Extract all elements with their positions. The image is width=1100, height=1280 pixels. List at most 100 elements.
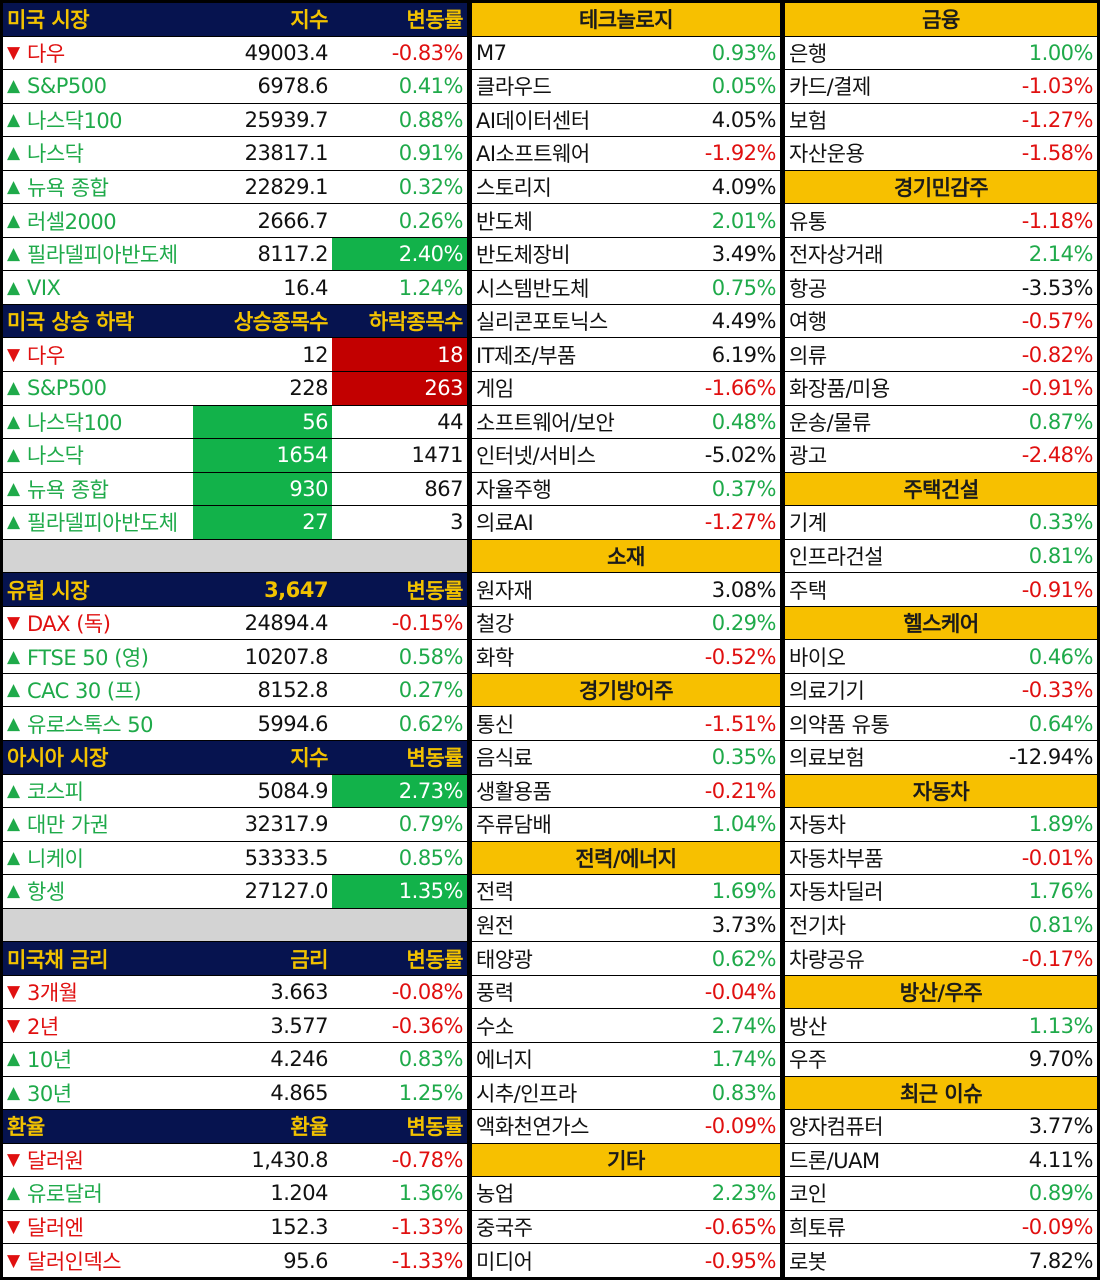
- sector-row[interactable]: 여행 -0.57%: [785, 304, 1097, 338]
- sector-row[interactable]: 화학 -0.52%: [472, 640, 780, 673]
- sector-change: 2.14%: [1028, 242, 1094, 267]
- sector-row[interactable]: 로봇 7.82%: [785, 1244, 1097, 1277]
- market-row[interactable]: ▼ 2년 3.577 -0.36%: [3, 1009, 467, 1042]
- sector-row[interactable]: 통신 -1.51%: [472, 707, 780, 741]
- market-row[interactable]: ▲ 유로달러 1.204 1.36%: [3, 1177, 467, 1210]
- sector-row[interactable]: 주택 -0.91%: [785, 573, 1097, 606]
- sector-row[interactable]: 광고 -2.48%: [785, 439, 1097, 472]
- sector-row[interactable]: 자산운용 -1.58%: [785, 137, 1097, 170]
- sector-row[interactable]: 자동차딜러 1.76%: [785, 875, 1097, 908]
- sector-row[interactable]: 액화천연가스 -0.09%: [472, 1110, 780, 1143]
- market-row[interactable]: ▲ 대만 가권 32317.9 0.79%: [3, 808, 467, 841]
- sector-row[interactable]: 의약품 유통 0.64%: [785, 707, 1097, 741]
- sector-row[interactable]: 카드/결제 -1.03%: [785, 70, 1097, 103]
- sector-row[interactable]: 전력 1.69%: [472, 875, 780, 908]
- market-row[interactable]: ▼ 3개월 3.663 -0.08%: [3, 975, 467, 1009]
- sector-row[interactable]: 의료기기 -0.33%: [785, 673, 1097, 707]
- sector-row[interactable]: 화장품/미용 -0.91%: [785, 372, 1097, 405]
- sector-row[interactable]: 농업 2.23%: [472, 1177, 780, 1210]
- sector-row[interactable]: 소프트웨어/보안 0.48%: [472, 405, 780, 439]
- sector-row[interactable]: 원전 3.73%: [472, 908, 780, 942]
- market-row[interactable]: ▲ 30년 4.865 1.25%: [3, 1076, 467, 1110]
- market-row[interactable]: ▲ FTSE 50 (영) 10207.8 0.58%: [3, 640, 467, 673]
- sector-row[interactable]: 항공 -3.53%: [785, 271, 1097, 304]
- sector-row[interactable]: 바이오 0.46%: [785, 640, 1097, 673]
- sector-row[interactable]: 전기차 0.81%: [785, 908, 1097, 942]
- sector-row[interactable]: 코인 0.89%: [785, 1177, 1097, 1210]
- market-row[interactable]: ▲ 러셀2000 2666.7 0.26%: [3, 204, 467, 237]
- sector-row[interactable]: 운송/물류 0.87%: [785, 405, 1097, 439]
- sector-row[interactable]: 드론/UAM 4.11%: [785, 1143, 1097, 1177]
- market-row[interactable]: ▲ 10년 4.246 0.83%: [3, 1042, 467, 1076]
- sector-row[interactable]: 에너지 1.74%: [472, 1042, 780, 1076]
- market-row[interactable]: ▼ 다우 49003.4 -0.83%: [3, 36, 467, 70]
- sector-row[interactable]: 실리콘포토닉스 4.49%: [472, 304, 780, 338]
- sector-row[interactable]: 스토리지 4.09%: [472, 170, 780, 204]
- sector-row[interactable]: 유통 -1.18%: [785, 204, 1097, 237]
- sector-row[interactable]: AI소프트웨어 -1.92%: [472, 137, 780, 170]
- market-row[interactable]: ▲ 필라델피아반도체 27 3: [3, 506, 467, 539]
- market-row[interactable]: ▲ 나스닥 23817.1 0.91%: [3, 137, 467, 170]
- sector-row[interactable]: 시추/인프라 0.83%: [472, 1076, 780, 1110]
- market-row[interactable]: ▲ CAC 30 (프) 8152.8 0.27%: [3, 673, 467, 707]
- market-row[interactable]: ▲ VIX 16.4 1.24%: [3, 271, 467, 304]
- sector-row[interactable]: 클라우드 0.05%: [472, 70, 780, 103]
- sector-row[interactable]: 풍력 -0.04%: [472, 975, 780, 1009]
- market-row[interactable]: ▲ 뉴욕 종합 930 867: [3, 472, 467, 506]
- sector-row[interactable]: 차량공유 -0.17%: [785, 942, 1097, 975]
- sector-row[interactable]: 의료AI -1.27%: [472, 506, 780, 539]
- sector-row[interactable]: 의류 -0.82%: [785, 338, 1097, 372]
- market-row[interactable]: ▲ 코스피 5084.9 2.73%: [3, 774, 467, 808]
- market-row[interactable]: ▲ 나스닥100 25939.7 0.88%: [3, 103, 467, 137]
- sector-row[interactable]: 은행 1.00%: [785, 36, 1097, 70]
- sector-row[interactable]: 자동차부품 -0.01%: [785, 841, 1097, 875]
- sector-row[interactable]: 원자재 3.08%: [472, 573, 780, 606]
- sector-row[interactable]: 보험 -1.27%: [785, 103, 1097, 137]
- market-row[interactable]: ▼ 달러인덱스 95.6 -1.33%: [3, 1244, 467, 1277]
- sector-row[interactable]: 인터넷/서비스 -5.02%: [472, 439, 780, 472]
- sector-row[interactable]: 전자상거래 2.14%: [785, 237, 1097, 271]
- sector-row[interactable]: 우주 9.70%: [785, 1042, 1097, 1076]
- sector-row[interactable]: 생활용품 -0.21%: [472, 774, 780, 808]
- sector-row[interactable]: 게임 -1.66%: [472, 372, 780, 405]
- sector-row[interactable]: 수소 2.74%: [472, 1009, 780, 1042]
- market-row[interactable]: ▲ S&P500 228 263: [3, 372, 467, 405]
- market-name: 항셍: [27, 880, 65, 905]
- market-row[interactable]: ▲ S&P500 6978.6 0.41%: [3, 70, 467, 103]
- sector-row[interactable]: 의료보험 -12.94%: [785, 741, 1097, 774]
- sector-row[interactable]: 음식료 0.35%: [472, 741, 780, 774]
- market-value: 10207.8: [244, 644, 329, 669]
- sector-row[interactable]: 반도체장비 3.49%: [472, 237, 780, 271]
- sector-row[interactable]: 주류담배 1.04%: [472, 808, 780, 841]
- section-header: 미국 상승 하락 상승종목수 하락종목수: [3, 304, 467, 338]
- sector-row[interactable]: 자동차 1.89%: [785, 808, 1097, 841]
- sector-row[interactable]: 기계 0.33%: [785, 506, 1097, 539]
- sector-row[interactable]: 시스템반도체 0.75%: [472, 271, 780, 304]
- market-row[interactable]: ▲ 나스닥100 56 44: [3, 405, 467, 439]
- market-row[interactable]: ▲ 뉴욕 종합 22829.1 0.32%: [3, 170, 467, 204]
- sector-row[interactable]: 미디어 -0.95%: [472, 1244, 780, 1277]
- sector-row[interactable]: 태양광 0.62%: [472, 942, 780, 975]
- market-row[interactable]: ▲ 나스닥 1654 1471: [3, 439, 467, 472]
- sector-row[interactable]: 자율주행 0.37%: [472, 472, 780, 506]
- sector-row[interactable]: 인프라건설 0.81%: [785, 539, 1097, 573]
- market-row[interactable]: ▲ 필라델피아반도체 8117.2 2.40%: [3, 237, 467, 271]
- sector-row[interactable]: IT제조/부품 6.19%: [472, 338, 780, 372]
- market-row[interactable]: ▲ 유로스톡스 50 5994.6 0.62%: [3, 707, 467, 741]
- market-row[interactable]: ▼ 달러엔 152.3 -1.33%: [3, 1210, 467, 1244]
- sector-row[interactable]: AI데이터센터 4.05%: [472, 103, 780, 137]
- market-name-cell: ▲ 대만 가권: [3, 808, 193, 841]
- market-row[interactable]: ▲ 항셍 27127.0 1.35%: [3, 875, 467, 908]
- sector-row[interactable]: 철강 0.29%: [472, 606, 780, 640]
- market-row[interactable]: ▲ 니케이 53333.5 0.85%: [3, 841, 467, 875]
- market-row[interactable]: ▼ 달러원 1,430.8 -0.78%: [3, 1143, 467, 1177]
- sector-row[interactable]: M7 0.93%: [472, 36, 780, 70]
- sector-row[interactable]: 방산 1.13%: [785, 1009, 1097, 1042]
- sector-row[interactable]: 양자컴퓨터 3.77%: [785, 1110, 1097, 1143]
- triangle-up-icon: ▲: [7, 512, 20, 533]
- market-row[interactable]: ▼ DAX (독) 24894.4 -0.15%: [3, 606, 467, 640]
- sector-row[interactable]: 희토류 -0.09%: [785, 1210, 1097, 1244]
- market-row[interactable]: ▼ 다우 12 18: [3, 338, 467, 372]
- sector-row[interactable]: 반도체 2.01%: [472, 204, 780, 237]
- sector-row[interactable]: 중국주 -0.65%: [472, 1210, 780, 1244]
